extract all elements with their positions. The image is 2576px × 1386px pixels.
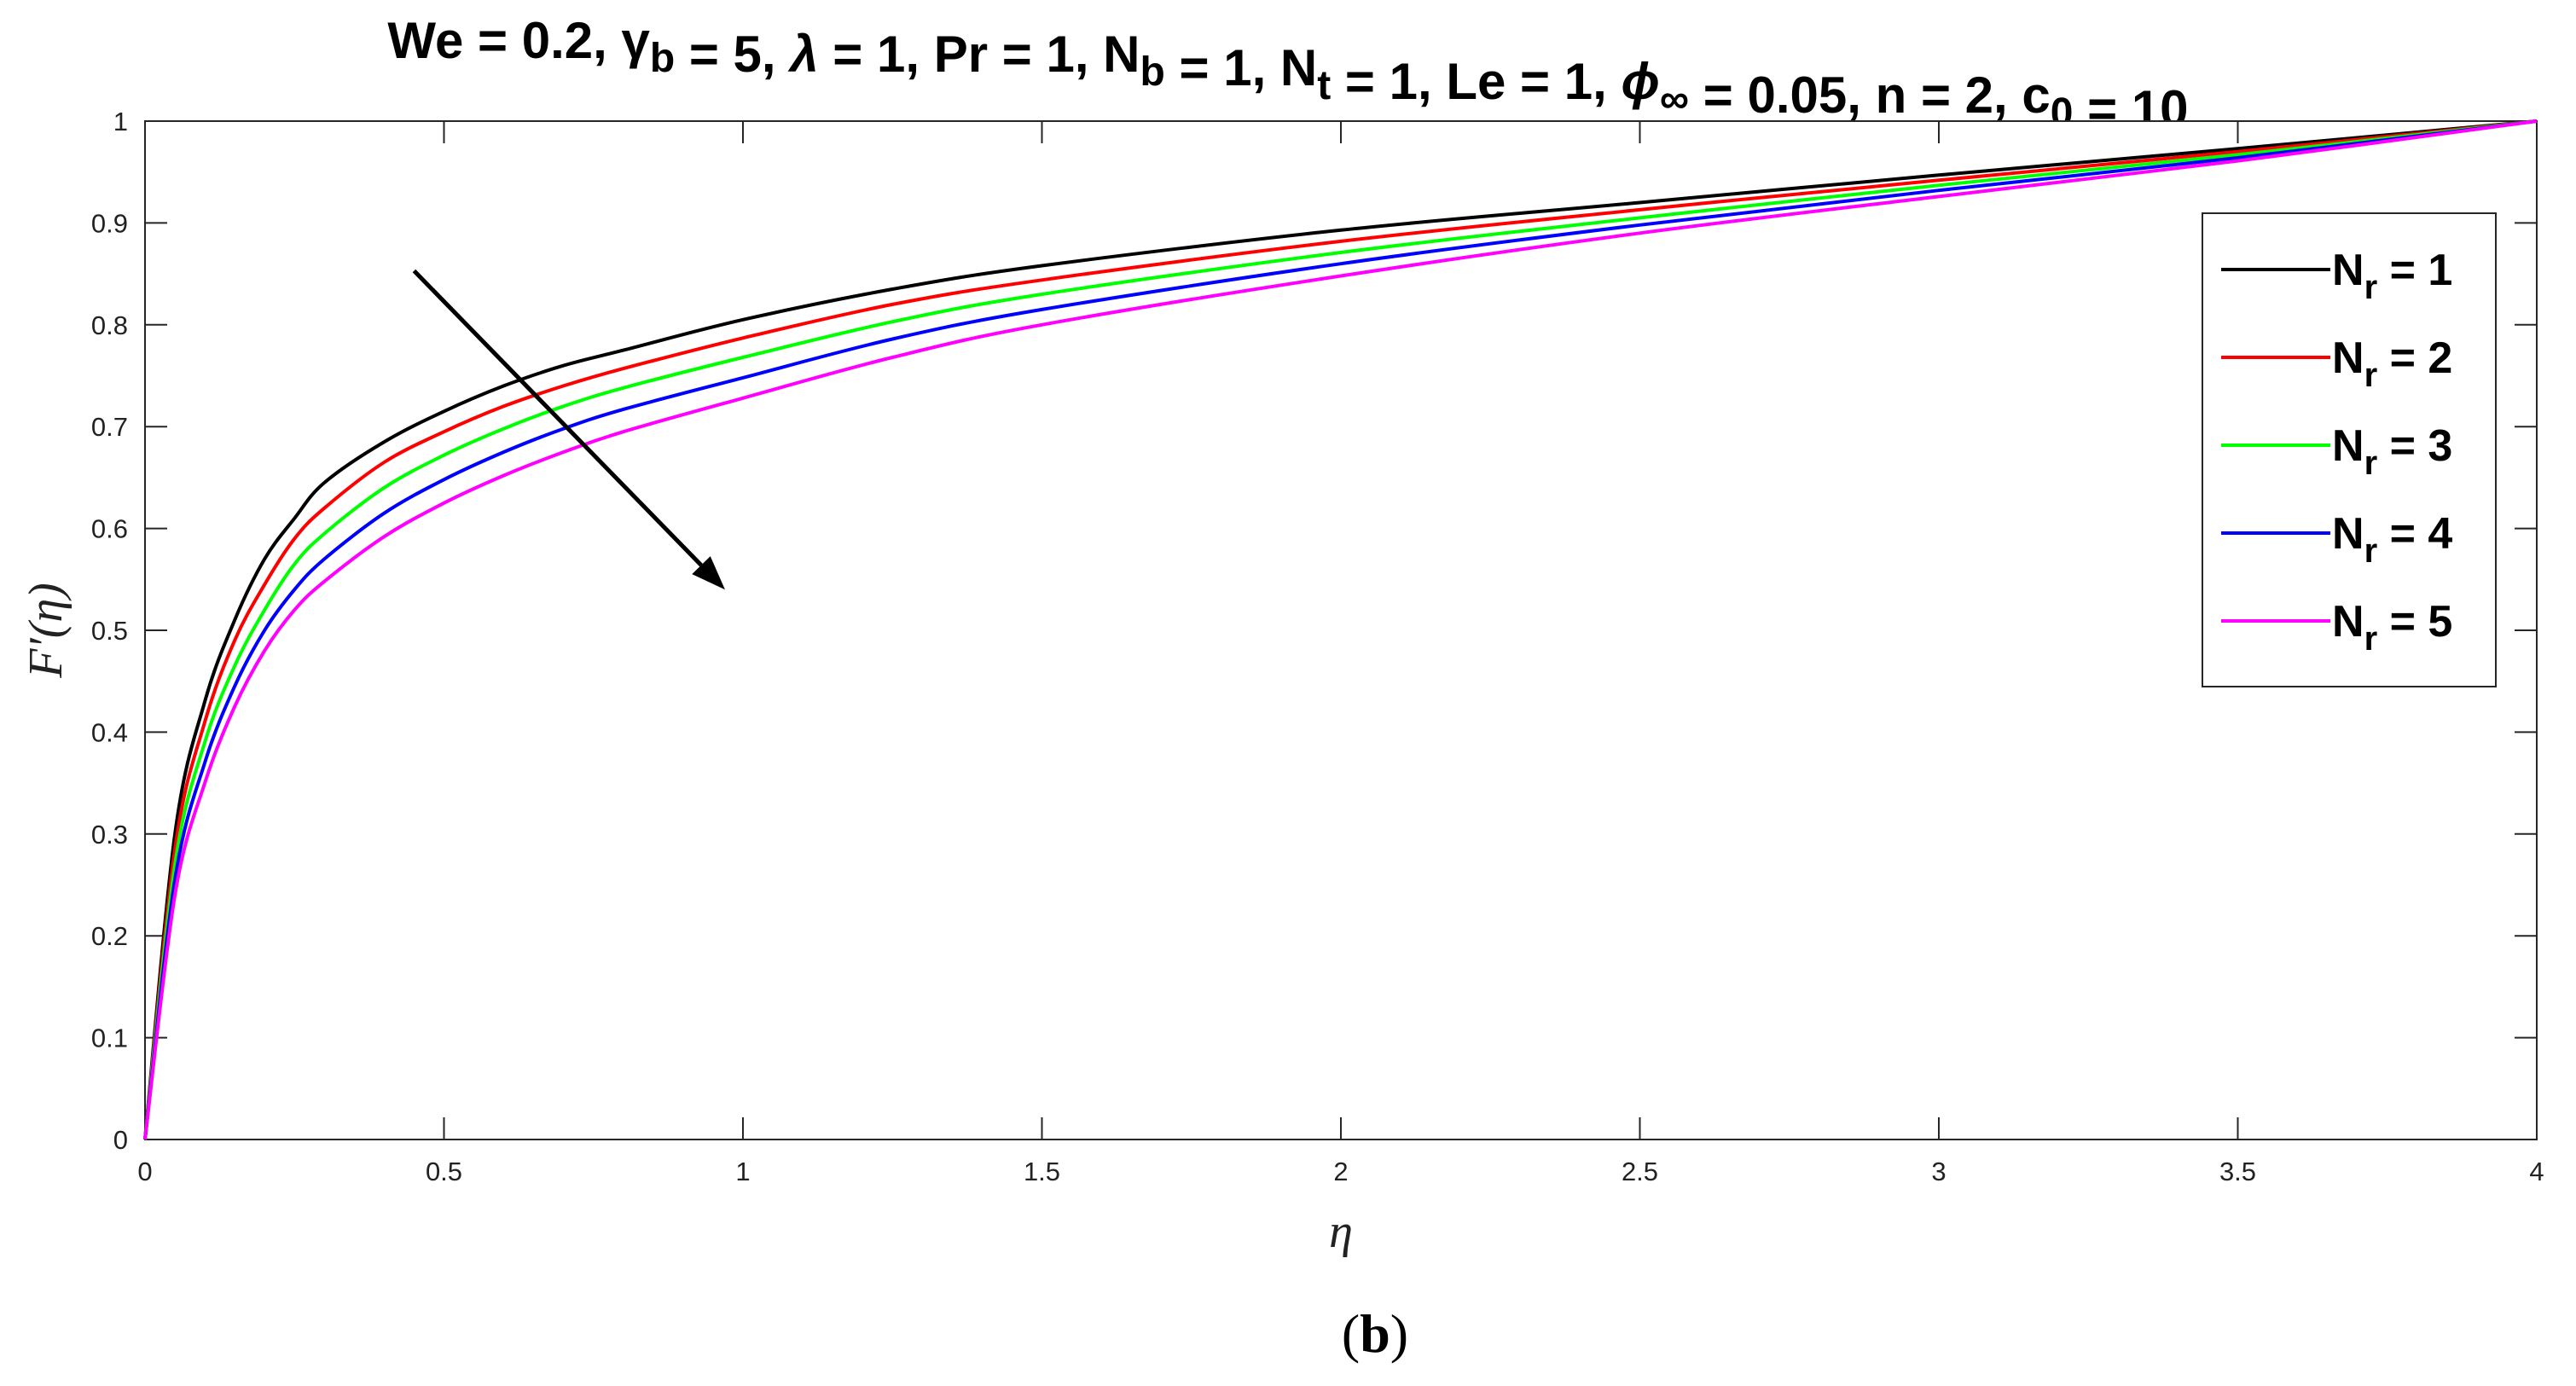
x-tick-label: 2.5 xyxy=(1622,1157,1658,1186)
chart-title: We = 0.2, γb = 5, λ = 1, Pr = 1, Nb = 1,… xyxy=(387,12,2188,137)
axis-ticks: 0 0.5 1 1.5 2 2.5 3 3.5 4 0 0.1 0.2 0.3 0.4 0.5 0.6 0.7 0… xyxy=(91,107,2544,1186)
series-line-nr-4 xyxy=(143,119,2538,1140)
legend-entry-nr-3: Nr = 3 xyxy=(2332,421,2452,482)
trend-arrow-head xyxy=(692,556,725,590)
trend-arrow-shaft xyxy=(412,269,703,567)
x-tick-label: 3.5 xyxy=(2219,1157,2256,1186)
series-line-nr-1 xyxy=(143,119,2538,1140)
x-tick-label: 4 xyxy=(2529,1157,2544,1186)
plot-area xyxy=(144,120,2538,1140)
series-line-nr-3 xyxy=(143,119,2538,1140)
y-tick-label: 0.5 xyxy=(91,616,128,646)
series-line-nr-5 xyxy=(143,119,2538,1140)
legend-entry-nr-2: Nr = 2 xyxy=(2332,333,2452,394)
y-tick-label: 0.2 xyxy=(91,921,128,951)
y-axis-label: F′(η) xyxy=(20,583,73,679)
y-tick-label: 0.8 xyxy=(91,310,128,340)
x-tick-label: 1.5 xyxy=(1024,1157,1060,1186)
legend: Nr = 1 Nr = 2 Nr = 3 Nr = 4 Nr = 5 xyxy=(2202,212,2497,687)
y-tick-label: 0 xyxy=(113,1125,128,1155)
series-lines xyxy=(143,119,2538,1140)
y-tick-label: 0.6 xyxy=(91,514,128,544)
y-tick-label: 0.9 xyxy=(91,208,128,238)
x-tick-label: 2 xyxy=(1333,1157,1348,1186)
legend-entry-nr-4: Nr = 4 xyxy=(2332,509,2452,570)
legend-box xyxy=(2202,212,2497,687)
x-tick-label: 3 xyxy=(1931,1157,1946,1186)
x-tick-label: 1 xyxy=(735,1157,750,1186)
y-tick-label: 0.7 xyxy=(91,412,128,442)
y-tick-label: 0.1 xyxy=(91,1024,128,1053)
x-axis-label: η xyxy=(1329,1205,1353,1258)
legend-entry-nr-5: Nr = 5 xyxy=(2332,597,2452,658)
figure-caption: (b) xyxy=(1342,1303,1408,1364)
y-tick-label: 1 xyxy=(113,107,128,136)
y-tick-label: 0.3 xyxy=(91,820,128,850)
x-tick-label: 0.5 xyxy=(426,1157,462,1186)
x-tick-label: 0 xyxy=(137,1157,152,1186)
series-line-nr-2 xyxy=(143,119,2538,1140)
y-tick-label: 0.4 xyxy=(91,717,128,747)
annotations xyxy=(412,269,725,590)
legend-entry-nr-1: Nr = 1 xyxy=(2332,246,2452,306)
